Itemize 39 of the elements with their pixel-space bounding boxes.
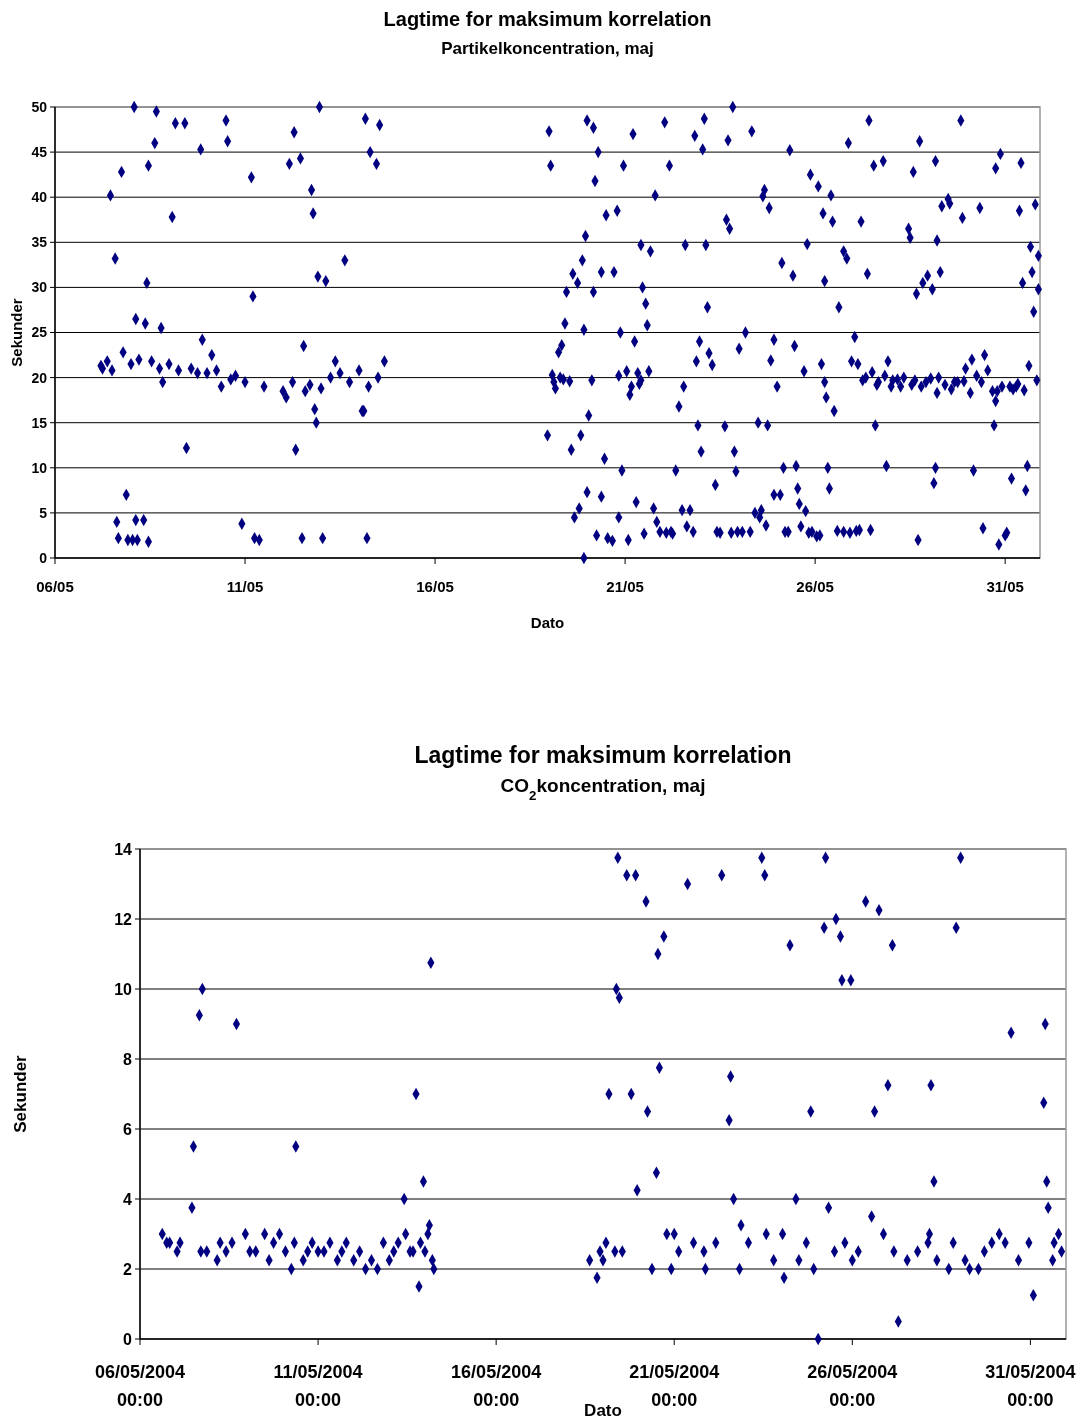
y-tick-label: 8 bbox=[123, 1050, 133, 1068]
x-tick-label: 06/05 bbox=[36, 578, 74, 595]
y-tick-label: 30 bbox=[31, 279, 48, 296]
x-tick-label: 31/05/2004 00:00 bbox=[985, 1362, 1076, 1410]
y-tick-label: 4 bbox=[123, 1190, 133, 1208]
y-tick-label: 10 bbox=[114, 980, 133, 998]
x-tick-label: 26/05/2004 00:00 bbox=[807, 1362, 898, 1410]
y-axis-title: Sekunder bbox=[8, 298, 25, 367]
x-tick-label: 21/05 bbox=[606, 578, 644, 595]
x-tick-label: 31/05 bbox=[986, 578, 1024, 595]
x-tick-label: 21/05/2004 00:00 bbox=[629, 1362, 720, 1410]
y-tick-label: 5 bbox=[39, 504, 48, 521]
y-tick-label: 12 bbox=[114, 910, 133, 928]
x-tick-label: 16/05 bbox=[416, 578, 454, 595]
y-tick-label: 25 bbox=[31, 324, 48, 341]
y-tick-label: 2 bbox=[123, 1260, 133, 1278]
chart-subtitle: Partikelkoncentration, maj bbox=[441, 39, 654, 58]
y-axis-title: Sekunder bbox=[11, 1054, 30, 1133]
y-tick-label: 45 bbox=[31, 144, 48, 160]
y-tick-label: 15 bbox=[31, 414, 48, 431]
x-tick-label: 11/05 bbox=[226, 578, 264, 595]
x-axis-title: Dato bbox=[530, 614, 565, 631]
y-tick-label: 50 bbox=[31, 98, 48, 115]
y-tick-label: 40 bbox=[31, 189, 48, 206]
y-tick-label: 0 bbox=[123, 1330, 133, 1348]
y-tick-label: 0 bbox=[39, 549, 48, 566]
x-tick-label: 26/05 bbox=[796, 578, 834, 595]
chart-title: Lagtime for maksimum korrelation bbox=[414, 742, 792, 768]
y-tick-label: 6 bbox=[123, 1120, 133, 1138]
x-tick-label: 16/05/2004 00:00 bbox=[451, 1362, 542, 1410]
x-axis-title: Dato bbox=[584, 1401, 622, 1418]
x-tick-label: 06/05/2004 00:00 bbox=[94, 1362, 186, 1410]
y-tick-label: 20 bbox=[31, 369, 48, 386]
y-tick-label: 14 bbox=[114, 840, 133, 858]
chart-title: Lagtime for maksimum korrelation bbox=[383, 8, 712, 30]
y-tick-label: 35 bbox=[31, 234, 48, 251]
chart-subtitle: CO$_{2}$koncentration, maj bbox=[500, 775, 706, 803]
x-tick-label: 11/05/2004 00:00 bbox=[273, 1362, 363, 1410]
y-tick-label: 10 bbox=[31, 459, 48, 476]
